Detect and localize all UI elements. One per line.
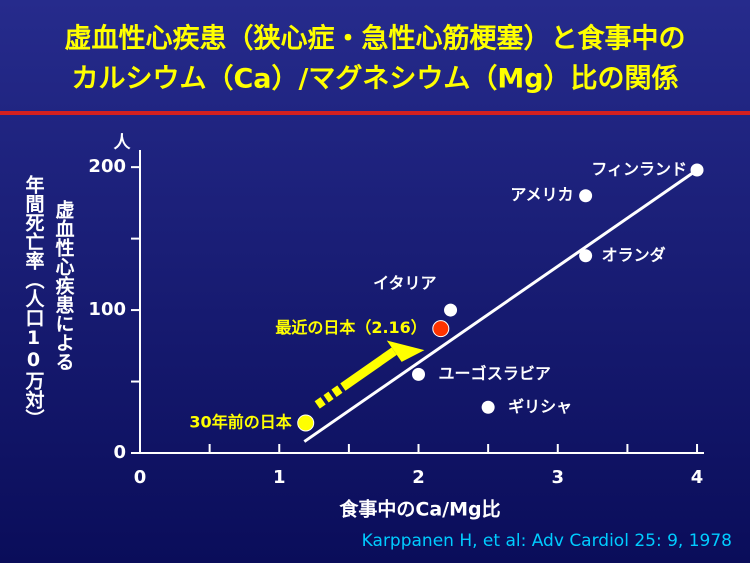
title-line: 虚血性心疾患（狭心症・急性心筋梗塞）と食事中の: [65, 23, 686, 55]
title-rule: [0, 111, 750, 115]
x-tick-label: 3: [552, 467, 565, 488]
x-tick-label: 0: [134, 467, 147, 488]
data-point: [481, 400, 495, 414]
x-tick-label: 2: [412, 467, 425, 488]
trend-line: [303, 168, 698, 443]
data-point: [297, 414, 315, 432]
point-label: ギリシャ: [508, 397, 572, 416]
y-tick-label: 200: [88, 156, 126, 177]
arrow-head: [386, 340, 425, 362]
data-point: [690, 163, 704, 177]
y-unit: 人: [114, 133, 132, 153]
x-tick-label: 1: [273, 467, 286, 488]
arrow-shaft: [314, 397, 326, 409]
point-label: オランダ: [602, 245, 666, 264]
point-label: アメリカ: [510, 185, 573, 204]
y-axis-label: 虚血性心疾患による: [53, 199, 75, 371]
point-label: 30年前の日本: [189, 412, 291, 431]
data-point: [444, 303, 458, 317]
x-tick-label: 4: [691, 467, 704, 488]
point-label: イタリア: [373, 274, 436, 293]
x-axis-label: 食事中のCa/Mg比: [339, 498, 500, 521]
data-point: [412, 367, 426, 381]
arrow-shaft: [323, 391, 334, 403]
arrow-shaft: [340, 347, 397, 391]
y-tick-label: 100: [88, 299, 126, 320]
point-label: ユーゴスラビア: [439, 364, 551, 383]
y-axis-label: 年間死亡率（人口10万対）: [23, 174, 46, 428]
data-point: [579, 189, 593, 203]
source: Karppanen H, et al: Adv Cardiol 25: 9, 1…: [362, 531, 732, 551]
title-line: カルシウム（Ca）/マグネシウム（Mg）比の関係: [71, 63, 678, 95]
y-tick-label: 0: [113, 442, 126, 463]
data-point: [579, 249, 593, 263]
point-label: フィンランド: [591, 160, 687, 179]
arrow-shaft: [331, 385, 343, 397]
point-label: 最近の日本（2.16）: [275, 318, 426, 337]
data-point: [432, 320, 450, 338]
